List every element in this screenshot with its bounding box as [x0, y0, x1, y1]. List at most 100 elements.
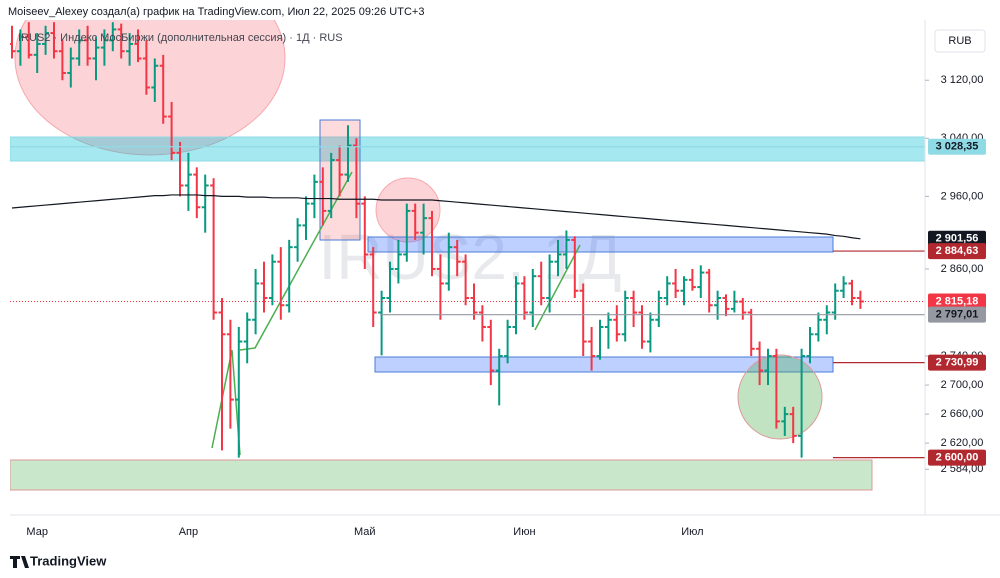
attribution: Moiseev_Alexey создал(а) график на Tradi… — [8, 6, 424, 18]
x-tick-label: Июл — [681, 526, 703, 538]
brand-logo — [10, 556, 29, 568]
ohlc-bar — [546, 254, 554, 313]
ohlc-bar — [529, 268, 537, 328]
ohlc-bar — [747, 308, 755, 357]
ohlc-bar — [336, 145, 344, 197]
ohlc-bar — [352, 138, 360, 219]
plot-area: IRUS2, 1Д — [10, 20, 925, 491]
ohlc-bar — [806, 327, 814, 364]
y-tick-label: 2 700,00 — [941, 379, 984, 391]
ohlc-bar — [613, 305, 621, 342]
ohlc-bar — [571, 236, 579, 298]
ohlc-bar — [277, 247, 285, 320]
ohlc-bar — [772, 348, 780, 429]
ohlc-bar — [176, 141, 184, 197]
zone — [10, 136, 925, 162]
price-label-box — [928, 138, 986, 155]
ohlc-bar — [672, 268, 680, 298]
ohlc-bar — [462, 254, 470, 306]
ohlc-bar — [588, 327, 596, 371]
highlight-circle — [737, 354, 823, 440]
ohlc-bar — [193, 167, 201, 219]
y-tick-label: 2 620,00 — [941, 437, 984, 449]
price-label: 3 028,35 — [936, 141, 979, 153]
ohlc-bar — [789, 406, 797, 444]
ohlc-bar — [134, 29, 142, 63]
ohlc-bar — [436, 254, 444, 320]
ohlc-bar — [33, 33, 41, 73]
ohlc-bar — [184, 152, 192, 211]
ohlc-bar — [621, 290, 629, 342]
ohlc-bar — [638, 305, 646, 349]
x-tick-label: Мар — [26, 526, 48, 538]
ohlc-bar — [218, 297, 226, 451]
ohlc-bar — [764, 348, 772, 386]
x-tick-label: Май — [354, 526, 376, 538]
moving-average — [11, 194, 861, 240]
ohlc-bar — [235, 327, 243, 458]
ohlc-bar — [781, 406, 789, 436]
price-label-box — [928, 243, 986, 260]
price-label-box — [928, 354, 986, 371]
ohlc-bar — [294, 218, 302, 262]
ohlc-bar — [403, 203, 411, 262]
ohlc-bar — [411, 203, 419, 240]
ohlc-bar — [50, 22, 58, 59]
trend-line — [239, 171, 353, 351]
ohlc-bar — [84, 25, 92, 66]
ohlc-bar — [201, 174, 209, 233]
ohlc-bar — [109, 22, 117, 52]
ohlc-bar — [159, 54, 167, 124]
zone — [10, 459, 873, 491]
price-label: 2 600,00 — [936, 452, 979, 464]
watermark: IRUS2, 1Д — [319, 221, 622, 293]
ohlc-bar — [285, 239, 293, 313]
ohlc-bar — [705, 268, 713, 313]
ohlc-bar — [596, 319, 604, 360]
highlight-circle — [14, 20, 286, 156]
ohlc-bar — [520, 276, 528, 320]
ohlc-bar — [100, 29, 108, 66]
ohlc-bar — [243, 312, 251, 364]
ohlc-bar — [604, 312, 612, 349]
y-tick-label: 2 660,00 — [941, 408, 984, 420]
price-label: 2 901,56 — [936, 233, 979, 245]
ohlc-bar — [554, 239, 562, 277]
ohlc-bar — [680, 276, 688, 306]
ohlc-bar — [260, 261, 268, 313]
ohlc-bar — [394, 239, 402, 284]
price-label: 2 815,18 — [936, 295, 979, 307]
ohlc-bar — [722, 294, 730, 317]
y-tick-label: 3 120,00 — [941, 74, 984, 86]
ohlc-bar — [697, 265, 705, 298]
ohlc-bar — [25, 22, 33, 59]
ohlc-bar — [630, 290, 638, 328]
currency-button[interactable] — [934, 29, 986, 53]
ohlc-bar — [579, 283, 587, 357]
ohlc-bar — [798, 348, 806, 458]
price-label-box — [928, 230, 986, 247]
ohlc-bar — [268, 254, 276, 306]
brand: TradingView — [30, 553, 107, 568]
ohlc-bar — [470, 283, 478, 320]
ohlc-bar — [562, 230, 570, 269]
ohlc-bar — [453, 239, 461, 277]
ohlc-bar — [428, 210, 436, 277]
ohlc-bar — [10, 25, 16, 59]
ohlc-bar — [823, 305, 831, 335]
ohlc-bar — [688, 268, 696, 291]
zone — [374, 356, 834, 373]
y-tick-label: 2 584,00 — [941, 463, 984, 475]
ohlc-bar — [369, 247, 377, 328]
ohlc-bar — [302, 196, 310, 240]
ohlc-bar — [814, 312, 822, 342]
price-label-box — [928, 449, 986, 466]
x-tick-label: Июн — [513, 526, 535, 538]
ohlc-bar — [840, 276, 848, 298]
ohlc-bar — [663, 276, 671, 306]
ohlc-bar — [646, 312, 654, 353]
y-tick-label: 2 860,00 — [941, 263, 984, 275]
ohlc-bar — [504, 319, 512, 364]
